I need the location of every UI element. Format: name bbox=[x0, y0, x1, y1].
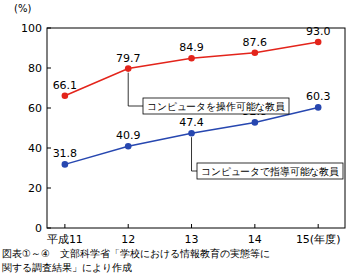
data-label: 87.6 bbox=[243, 36, 268, 49]
data-label: 31.8 bbox=[53, 147, 78, 160]
x-tick bbox=[128, 224, 129, 228]
y-tick bbox=[47, 28, 51, 29]
y-tick bbox=[47, 68, 51, 69]
data-label: 93.0 bbox=[306, 25, 331, 38]
point bbox=[188, 130, 195, 137]
data-label: 84.9 bbox=[179, 41, 204, 54]
callout-box bbox=[143, 98, 289, 114]
x-tick-label: 15(年度) bbox=[296, 233, 341, 246]
x-tick bbox=[191, 224, 192, 228]
y-tick-label: 60 bbox=[28, 102, 42, 115]
x-tick bbox=[64, 224, 65, 228]
callout-line bbox=[128, 73, 143, 106]
x-tick bbox=[254, 224, 255, 228]
x-tick-label: 平成11 bbox=[47, 233, 83, 246]
y-tick bbox=[47, 108, 51, 109]
point bbox=[188, 55, 195, 62]
point bbox=[252, 119, 259, 126]
data-label: 66.1 bbox=[53, 79, 78, 92]
point bbox=[252, 50, 259, 57]
data-label: 60.3 bbox=[306, 90, 331, 103]
point bbox=[315, 104, 322, 111]
caption: 図表①～④ 文部科学省「学校における情報教育の実態等に bbox=[2, 248, 270, 259]
caption: 関する調査結果」により作成 bbox=[2, 262, 132, 273]
series-line bbox=[65, 42, 318, 96]
data-label: 79.7 bbox=[116, 52, 141, 65]
chart: 0 20 40 60 80 100 (%) 平成11 12 13 14 15(年度) 66.1 79.7 8… bbox=[0, 0, 351, 275]
y-tick bbox=[47, 228, 51, 229]
y-tick-label: 80 bbox=[28, 62, 42, 75]
point bbox=[125, 65, 132, 72]
legend-entry: コンピュータで指導可能な教員 bbox=[201, 166, 339, 177]
callout-box bbox=[197, 163, 343, 179]
point bbox=[315, 39, 322, 46]
y-axis-label: (%) bbox=[14, 3, 31, 14]
y-tick bbox=[47, 188, 51, 189]
data-label: 47.4 bbox=[179, 116, 204, 129]
callout-line bbox=[192, 137, 197, 171]
legend-entry: コンピュータを操作可能な教員 bbox=[147, 101, 285, 112]
plot-frame bbox=[47, 28, 345, 228]
y-tick-label: 20 bbox=[28, 182, 42, 195]
point bbox=[125, 143, 132, 150]
y-tick-label: 40 bbox=[28, 142, 42, 155]
x-tick-label: 12 bbox=[121, 233, 135, 246]
point bbox=[62, 161, 69, 168]
data-label: 40.9 bbox=[116, 129, 141, 142]
y-tick bbox=[47, 148, 51, 149]
x-tick-label: 14 bbox=[248, 233, 262, 246]
y-tick-label: 0 bbox=[35, 222, 42, 235]
x-tick-label: 13 bbox=[185, 233, 199, 246]
x-tick bbox=[318, 224, 319, 228]
point bbox=[62, 93, 69, 100]
y-tick-label: 100 bbox=[21, 22, 42, 35]
